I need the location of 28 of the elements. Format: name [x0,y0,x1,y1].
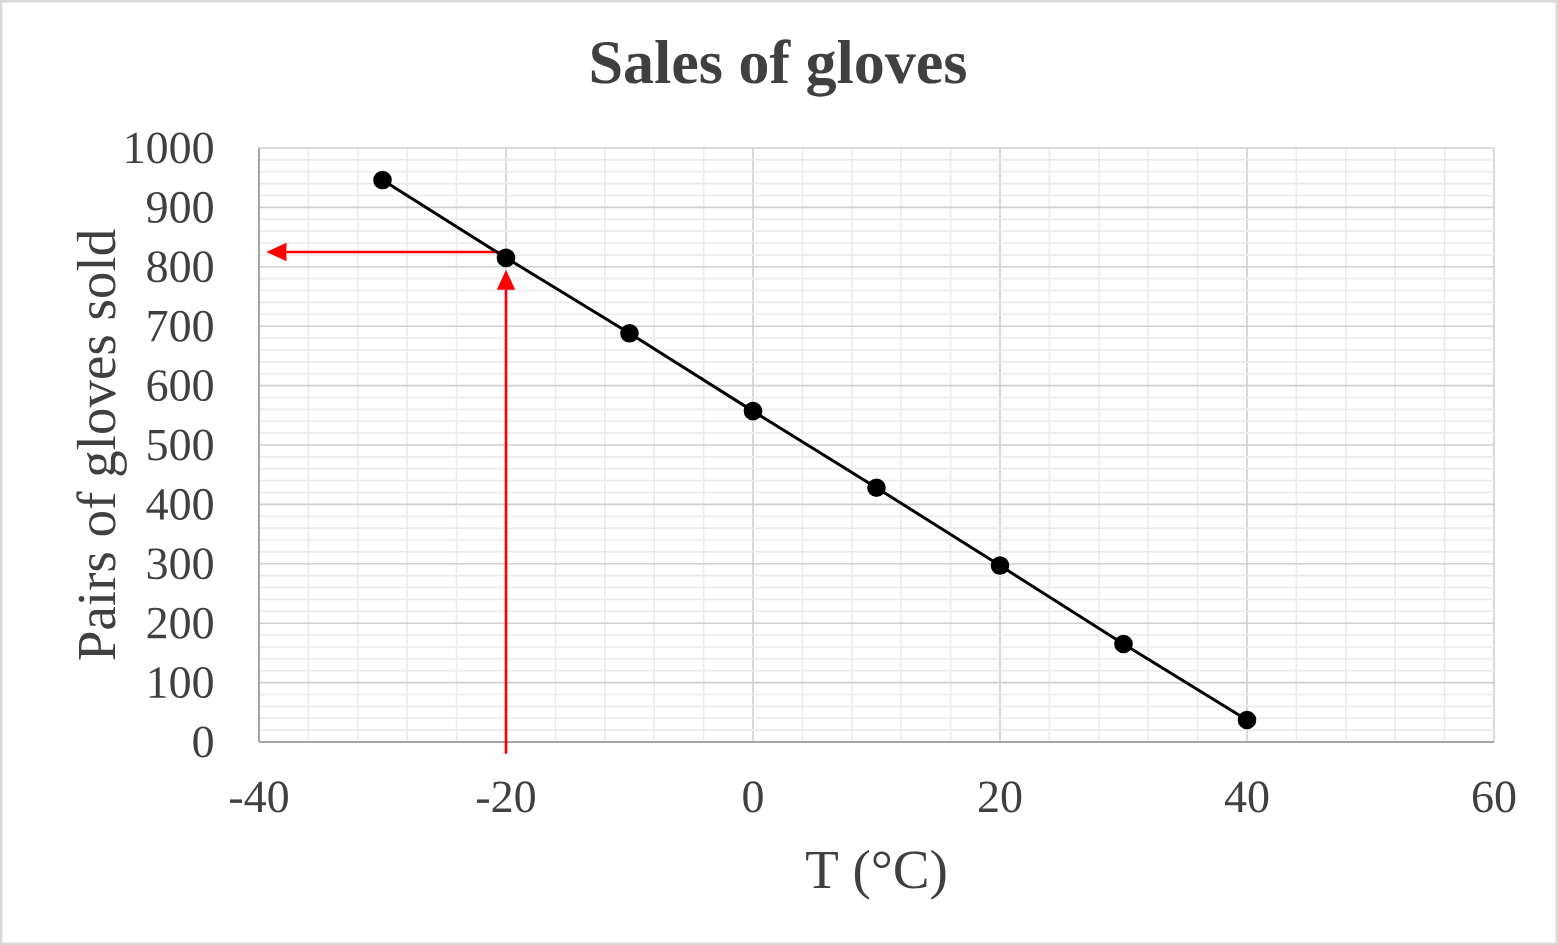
x-axis-title: T (°C) [806,849,946,900]
point [1237,710,1257,730]
y-tick-label: 300 [147,548,213,580]
y-tick-label: 0 [193,726,213,758]
x-tick-label: 0 [743,781,763,813]
y-tick-label: 1000 [126,132,213,164]
point [743,401,763,421]
point [867,478,886,498]
y-tick-label: 900 [147,191,213,223]
y-tick-label: 200 [147,607,213,639]
y-tick-label: 100 [149,667,213,699]
point [496,248,516,268]
x-tick-label: 40 [1224,781,1269,813]
y-tick-label: 500 [148,429,213,461]
y-tick-label: 400 [146,488,213,520]
x-tick-label: 20 [979,781,1022,813]
x-tick-label: 60 [1472,781,1516,813]
y-tick-label: 600 [147,370,213,402]
y-axis-title: Pairs of gloves sold [76,229,127,660]
y-tick-label: 800 [147,251,213,283]
y-tick-label: 700 [148,310,213,342]
chart-title: Sales of gloves [591,39,966,97]
point [990,556,1010,575]
x-tick-label: -20 [477,781,535,813]
x-tick-label: -40 [230,781,288,813]
point [373,170,392,190]
point [1114,634,1133,654]
point [620,324,639,343]
